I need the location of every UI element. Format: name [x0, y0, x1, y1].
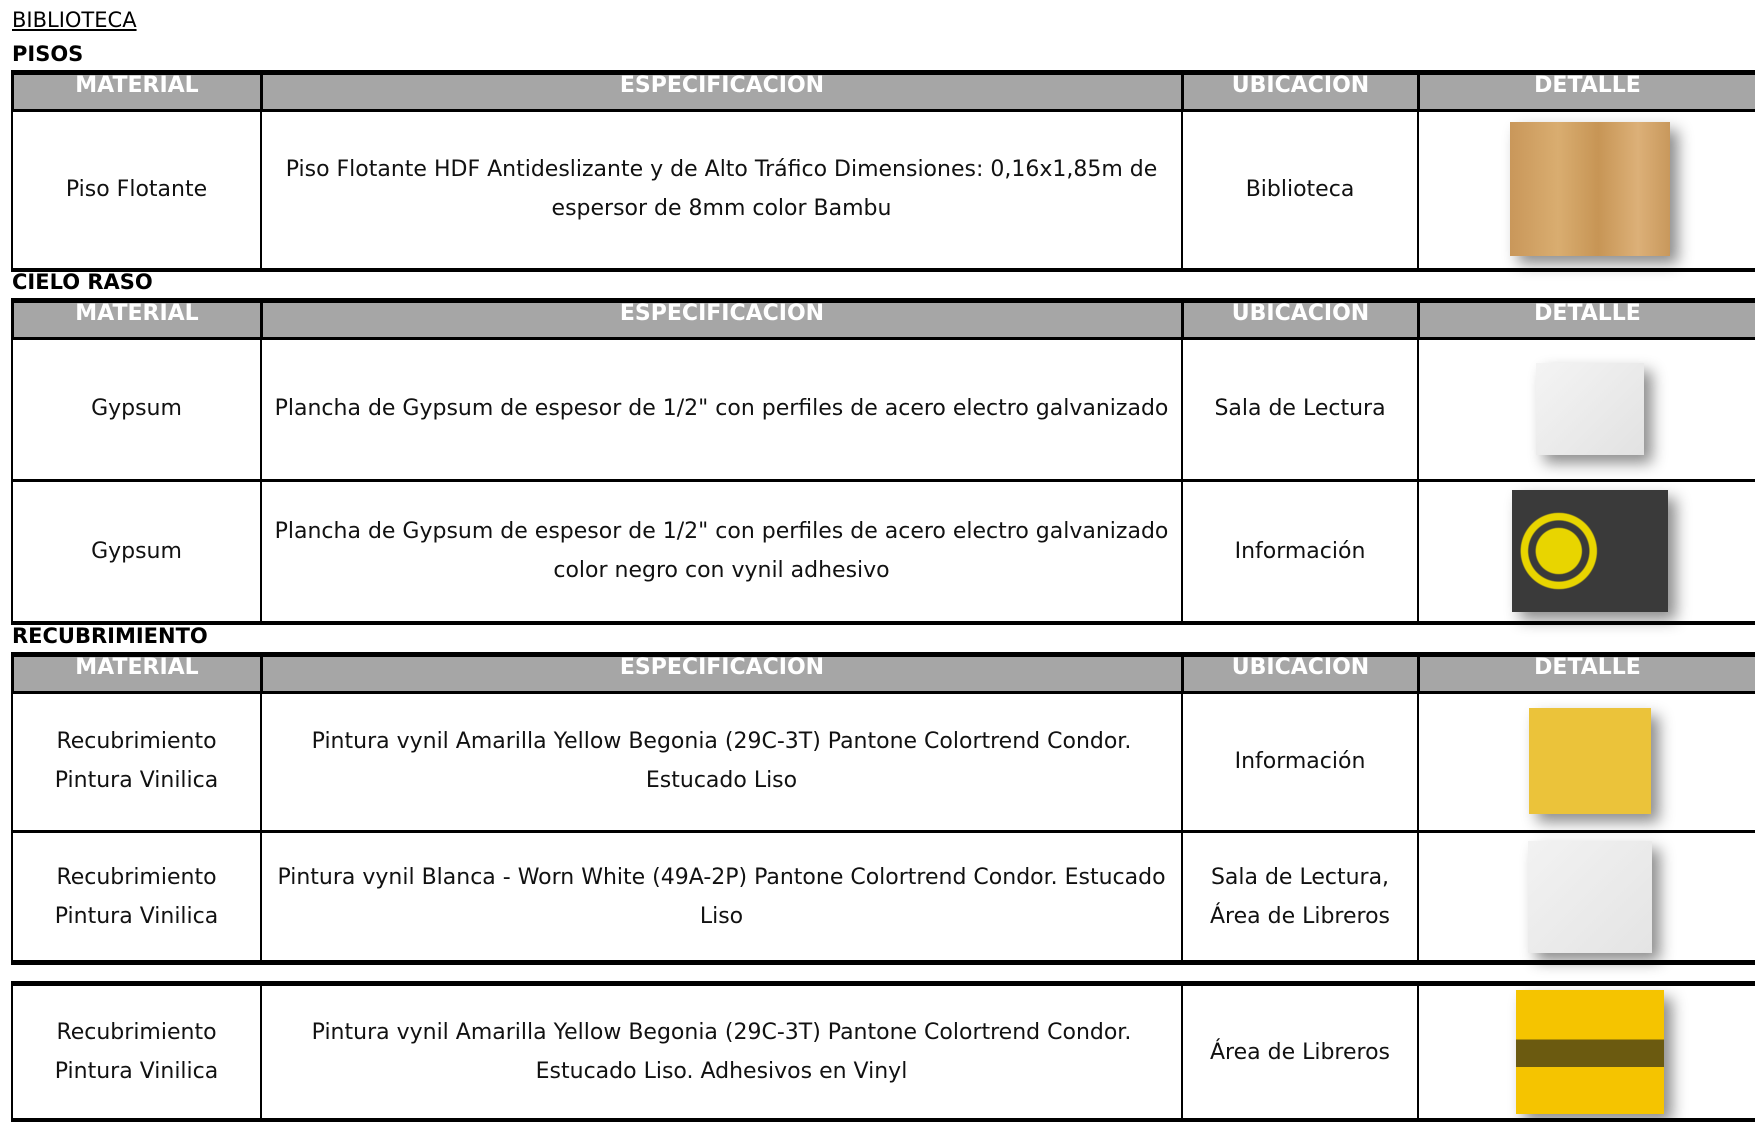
rule [11, 109, 1755, 112]
table-cell: Piso Flotante HDF Antideslizante y de Al… [260, 109, 1181, 269]
table-cell: Plancha de Gypsum de espesor de 1/2" con… [260, 480, 1181, 622]
column-header: MATERIAL [11, 303, 260, 337]
table-cell: Pintura vynil Blanca - Worn White (49A-2… [260, 831, 1181, 963]
table-cell [1417, 337, 1755, 480]
material-swatch [1510, 122, 1670, 256]
table-cell: Recubrimiento Pintura Vinilica [11, 691, 260, 831]
table-cell [1417, 691, 1755, 831]
column-header: MATERIAL [11, 75, 260, 109]
rule [11, 691, 1755, 694]
rule [11, 960, 1755, 964]
table-cell [1417, 480, 1755, 622]
column-header: ESPECIFICACION [260, 75, 1181, 109]
column-header: DETALLE [1417, 657, 1755, 691]
material-swatch [1536, 362, 1644, 455]
material-swatch [1528, 841, 1652, 953]
column-header: ESPECIFICACION [260, 657, 1181, 691]
table-cell: Plancha de Gypsum de espesor de 1/2" con… [260, 337, 1181, 480]
rule [11, 337, 1755, 340]
rule [11, 652, 1755, 657]
table-cell: Sala de Lectura, Área de Libreros [1181, 831, 1417, 963]
table-cell [1417, 831, 1755, 963]
column-header: UBICACION [1181, 75, 1417, 109]
rule [11, 981, 1755, 986]
table-cell: Información [1181, 480, 1417, 622]
table-cell: Área de Libreros [1181, 985, 1417, 1119]
table-cell: Gypsum [11, 337, 260, 480]
table-cell: Piso Flotante [11, 109, 260, 269]
table-cell: Información [1181, 691, 1417, 831]
table-cell: Recubrimiento Pintura Vinilica [11, 985, 260, 1119]
rule [11, 298, 1755, 303]
rule [11, 830, 1755, 833]
table-cell: Pintura vynil Amarilla Yellow Begonia (2… [260, 985, 1181, 1119]
rule [11, 70, 1755, 75]
section-title: CIELO RASO [12, 270, 153, 294]
rule [11, 1118, 1755, 1122]
table-cell: Recubrimiento Pintura Vinilica [11, 831, 260, 963]
table-cell [1417, 985, 1755, 1119]
column-header: UBICACION [1181, 303, 1417, 337]
table-cell: Biblioteca [1181, 109, 1417, 269]
column-header: DETALLE [1417, 303, 1755, 337]
rule [11, 621, 1755, 625]
table-cell: Pintura vynil Amarilla Yellow Begonia (2… [260, 691, 1181, 831]
column-header: MATERIAL [11, 657, 260, 691]
rule [11, 479, 1755, 482]
rule [11, 268, 1755, 272]
section-title: PISOS [12, 42, 84, 66]
table-cell: Sala de Lectura [1181, 337, 1417, 480]
page-title: BIBLIOTECA [12, 8, 137, 32]
column-header: DETALLE [1417, 75, 1755, 109]
table-cell: Gypsum [11, 480, 260, 622]
material-swatch [1529, 708, 1651, 814]
section-title: RECUBRIMIENTO [12, 624, 208, 648]
material-swatch [1512, 490, 1668, 612]
table-cell [1417, 109, 1755, 269]
material-swatch [1516, 990, 1664, 1114]
column-header: ESPECIFICACION [260, 303, 1181, 337]
column-header: UBICACION [1181, 657, 1417, 691]
